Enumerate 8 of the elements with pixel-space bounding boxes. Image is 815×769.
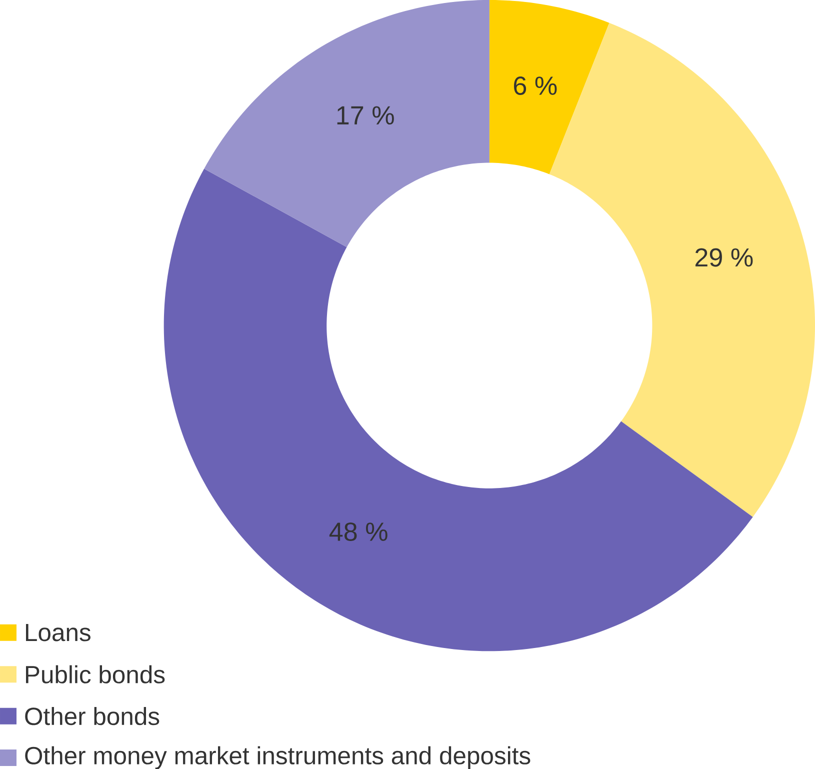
legend-label: Other bonds [25,706,160,725]
data-label: 6 % [514,76,557,95]
legend-label: Other money market instruments and deposits [25,746,530,769]
data-label: 17 % [337,106,394,124]
legend-label: Loans [26,624,90,642]
data-label: 48 % [329,522,388,541]
legend-label: Public bonds [26,665,165,684]
data-label: 29 % [695,248,753,267]
